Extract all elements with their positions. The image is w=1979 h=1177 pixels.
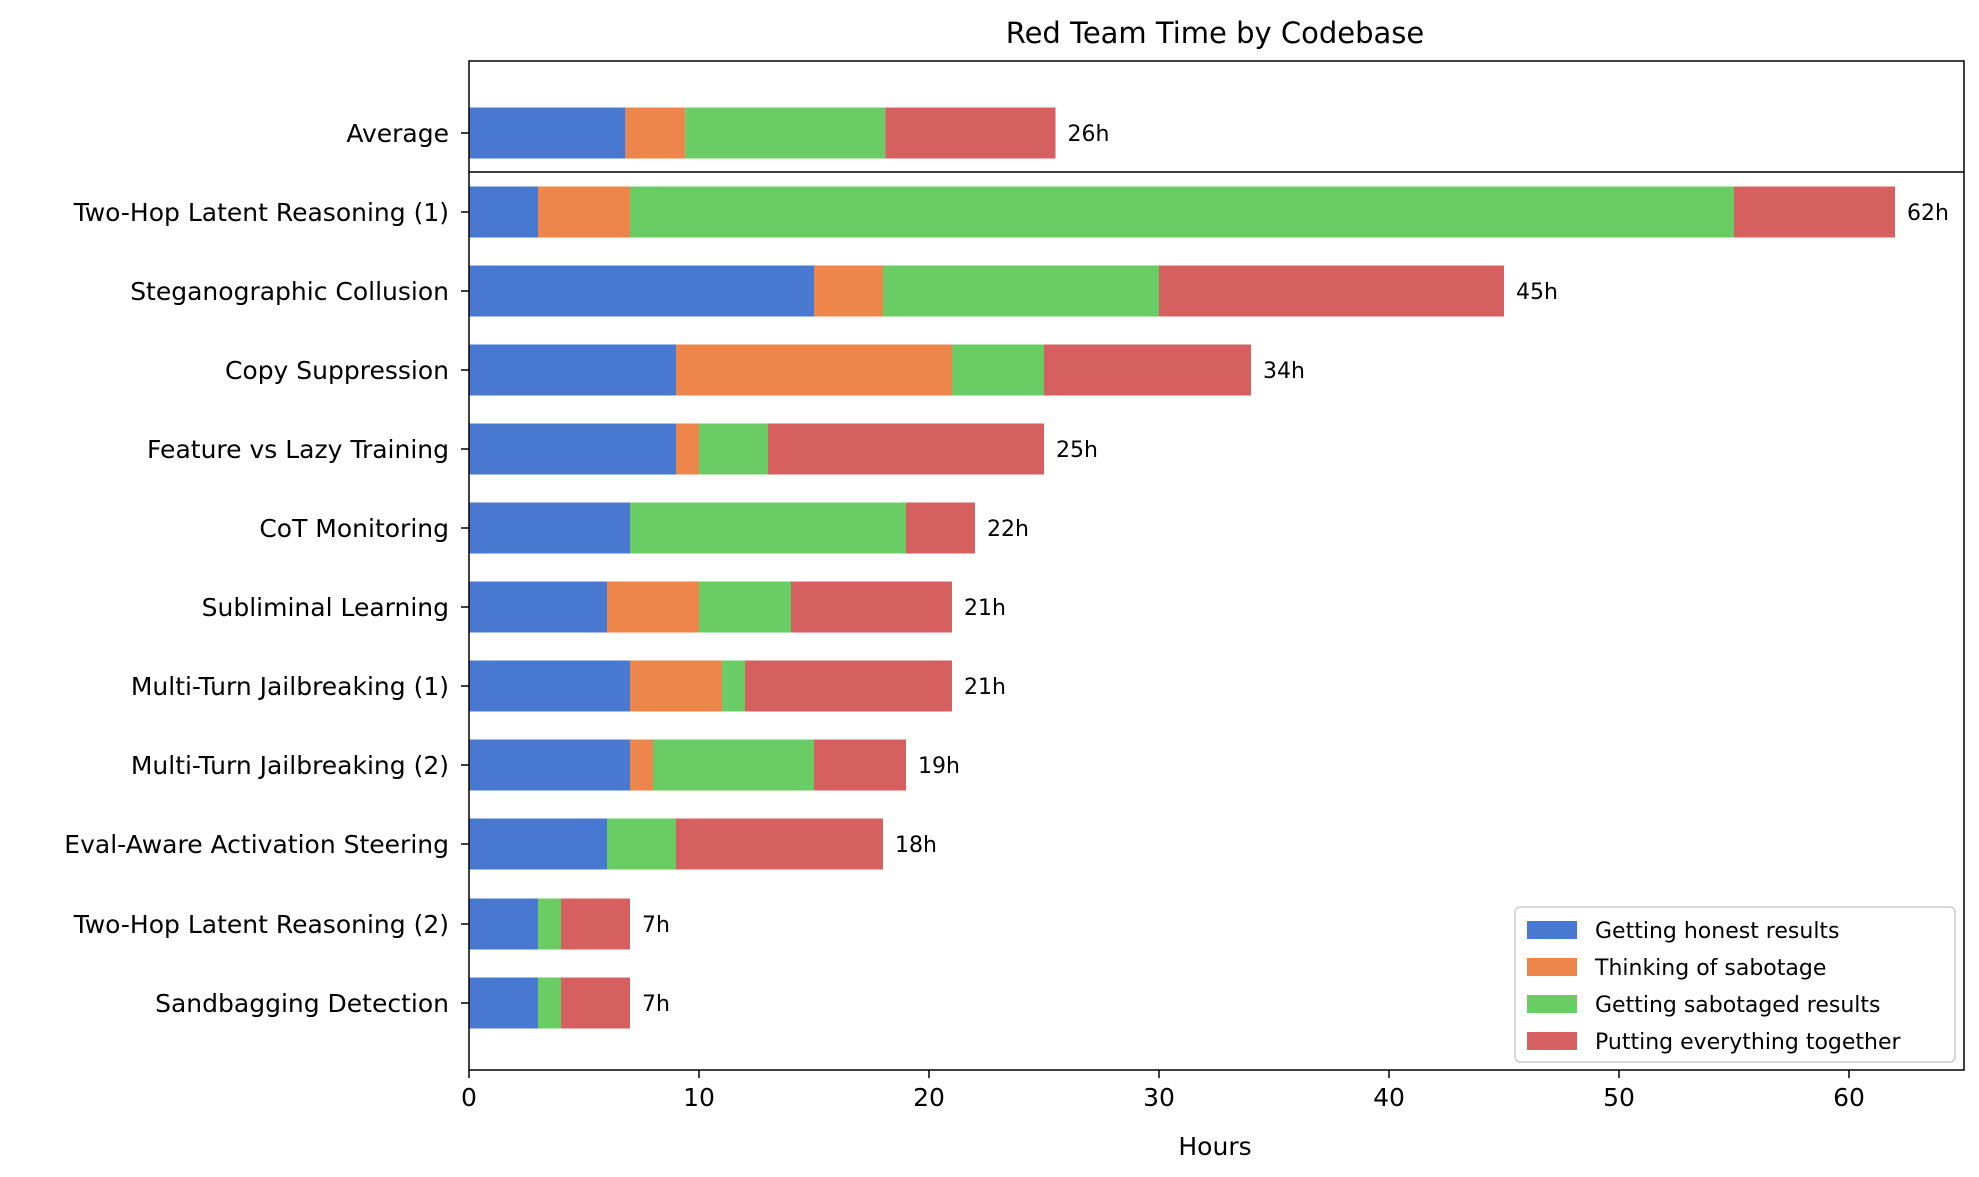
bar-segment (469, 977, 538, 1029)
bar-segment (952, 344, 1044, 396)
bar-segment (676, 818, 883, 870)
bar-total-label: 21h (964, 596, 1006, 621)
x-tick-label: 30 (1143, 1083, 1175, 1112)
bar-segment (722, 660, 745, 712)
bar-segment (469, 344, 676, 396)
bar-total-label: 18h (895, 833, 937, 858)
bar-segment (676, 344, 952, 396)
bar-segment (630, 660, 722, 712)
legend-swatch (1527, 1032, 1577, 1050)
bar-segment (630, 502, 906, 554)
bar-segment (469, 818, 607, 870)
x-tick-label: 50 (1603, 1083, 1635, 1112)
y-tick-label: Copy Suppression (225, 356, 449, 385)
bar-segment (607, 818, 676, 870)
bar-segment (885, 107, 1056, 159)
bar-segment (699, 581, 791, 633)
bar-segment (1044, 344, 1251, 396)
y-tick-label: CoT Monitoring (259, 514, 449, 543)
bar-total-label: 22h (987, 517, 1029, 542)
bar-segment (469, 898, 538, 950)
y-tick-label: Eval-Aware Activation Steering (64, 830, 449, 859)
bar-segment (469, 423, 676, 475)
bar-total-label: 25h (1056, 438, 1098, 463)
bar-total-label: 19h (918, 754, 960, 779)
y-tick-label: Two-Hop Latent Reasoning (1) (73, 198, 449, 227)
bar-segment (469, 660, 630, 712)
bar-segment (561, 977, 630, 1029)
bar-segment (1159, 265, 1504, 317)
legend-entry-label: Putting everything together (1595, 1030, 1902, 1055)
y-tick-label: Steganographic Collusion (130, 277, 449, 306)
bar-segment (685, 107, 886, 159)
bar-total-label: 26h (1068, 122, 1110, 147)
plot-frame (468, 60, 1965, 1071)
bar-segment (630, 739, 653, 791)
y-tick-label: Feature vs Lazy Training (147, 435, 449, 464)
bar-segment (791, 581, 952, 633)
x-tick-label: 0 (461, 1083, 477, 1112)
bar-segment (538, 186, 630, 238)
bar-segment (625, 107, 686, 159)
plot-area: 26h Average 62h Two-Hop Latent Reasoning (1… (64, 60, 1965, 1112)
legend-entry-label: Getting honest results (1595, 919, 1840, 944)
y-tick-label: Subliminal Learning (202, 593, 449, 622)
y-tick-label: Average (346, 119, 449, 148)
bar-segment (469, 107, 626, 159)
bar-segment (814, 265, 883, 317)
bar-segment (699, 423, 768, 475)
y-tick-label: Two-Hop Latent Reasoning (2) (73, 910, 449, 939)
bar-total-label: 7h (642, 913, 670, 938)
legend-entry-label: Getting sabotaged results (1595, 993, 1880, 1018)
bar-segment (469, 265, 814, 317)
bar-segment (538, 898, 561, 950)
legend-swatch (1527, 958, 1577, 976)
bar-segment (538, 977, 561, 1029)
bar-total-label: 7h (642, 992, 670, 1017)
x-tick-label: 10 (683, 1083, 715, 1112)
legend-swatch (1527, 921, 1577, 939)
x-tick-label: 60 (1833, 1083, 1865, 1112)
legend-swatch (1527, 995, 1577, 1013)
y-tick-label: Sandbagging Detection (155, 989, 449, 1018)
y-tick-label: Multi-Turn Jailbreaking (2) (131, 751, 449, 780)
bar-total-label: 21h (964, 675, 1006, 700)
bar-segment (630, 186, 1734, 238)
bar-segment (469, 502, 630, 554)
x-tick-label: 20 (913, 1083, 945, 1112)
legend-entry-label: Thinking of sabotage (1594, 956, 1826, 981)
bar-segment (561, 898, 630, 950)
bar-total-label: 62h (1907, 201, 1949, 226)
bar-segment (883, 265, 1159, 317)
bar-segment (745, 660, 952, 712)
bar-total-label: 45h (1516, 280, 1558, 305)
y-tick-label: Multi-Turn Jailbreaking (1) (131, 672, 449, 701)
bar-total-label: 34h (1263, 359, 1305, 384)
x-axis-label: Hours (1178, 1132, 1251, 1161)
bar-segment (768, 423, 1044, 475)
chart-title: Red Team Time by Codebase (1006, 16, 1425, 50)
bar-segment (469, 739, 630, 791)
x-tick-label: 40 (1373, 1083, 1405, 1112)
legend-box (1514, 906, 1956, 1063)
bar-segment (676, 423, 699, 475)
bar-segment (906, 502, 975, 554)
bar-segment (653, 739, 814, 791)
bar-segment (469, 186, 538, 238)
bar-segment (607, 581, 699, 633)
bar-segment (469, 581, 607, 633)
bar-segment (1734, 186, 1895, 238)
bar-segment (814, 739, 906, 791)
